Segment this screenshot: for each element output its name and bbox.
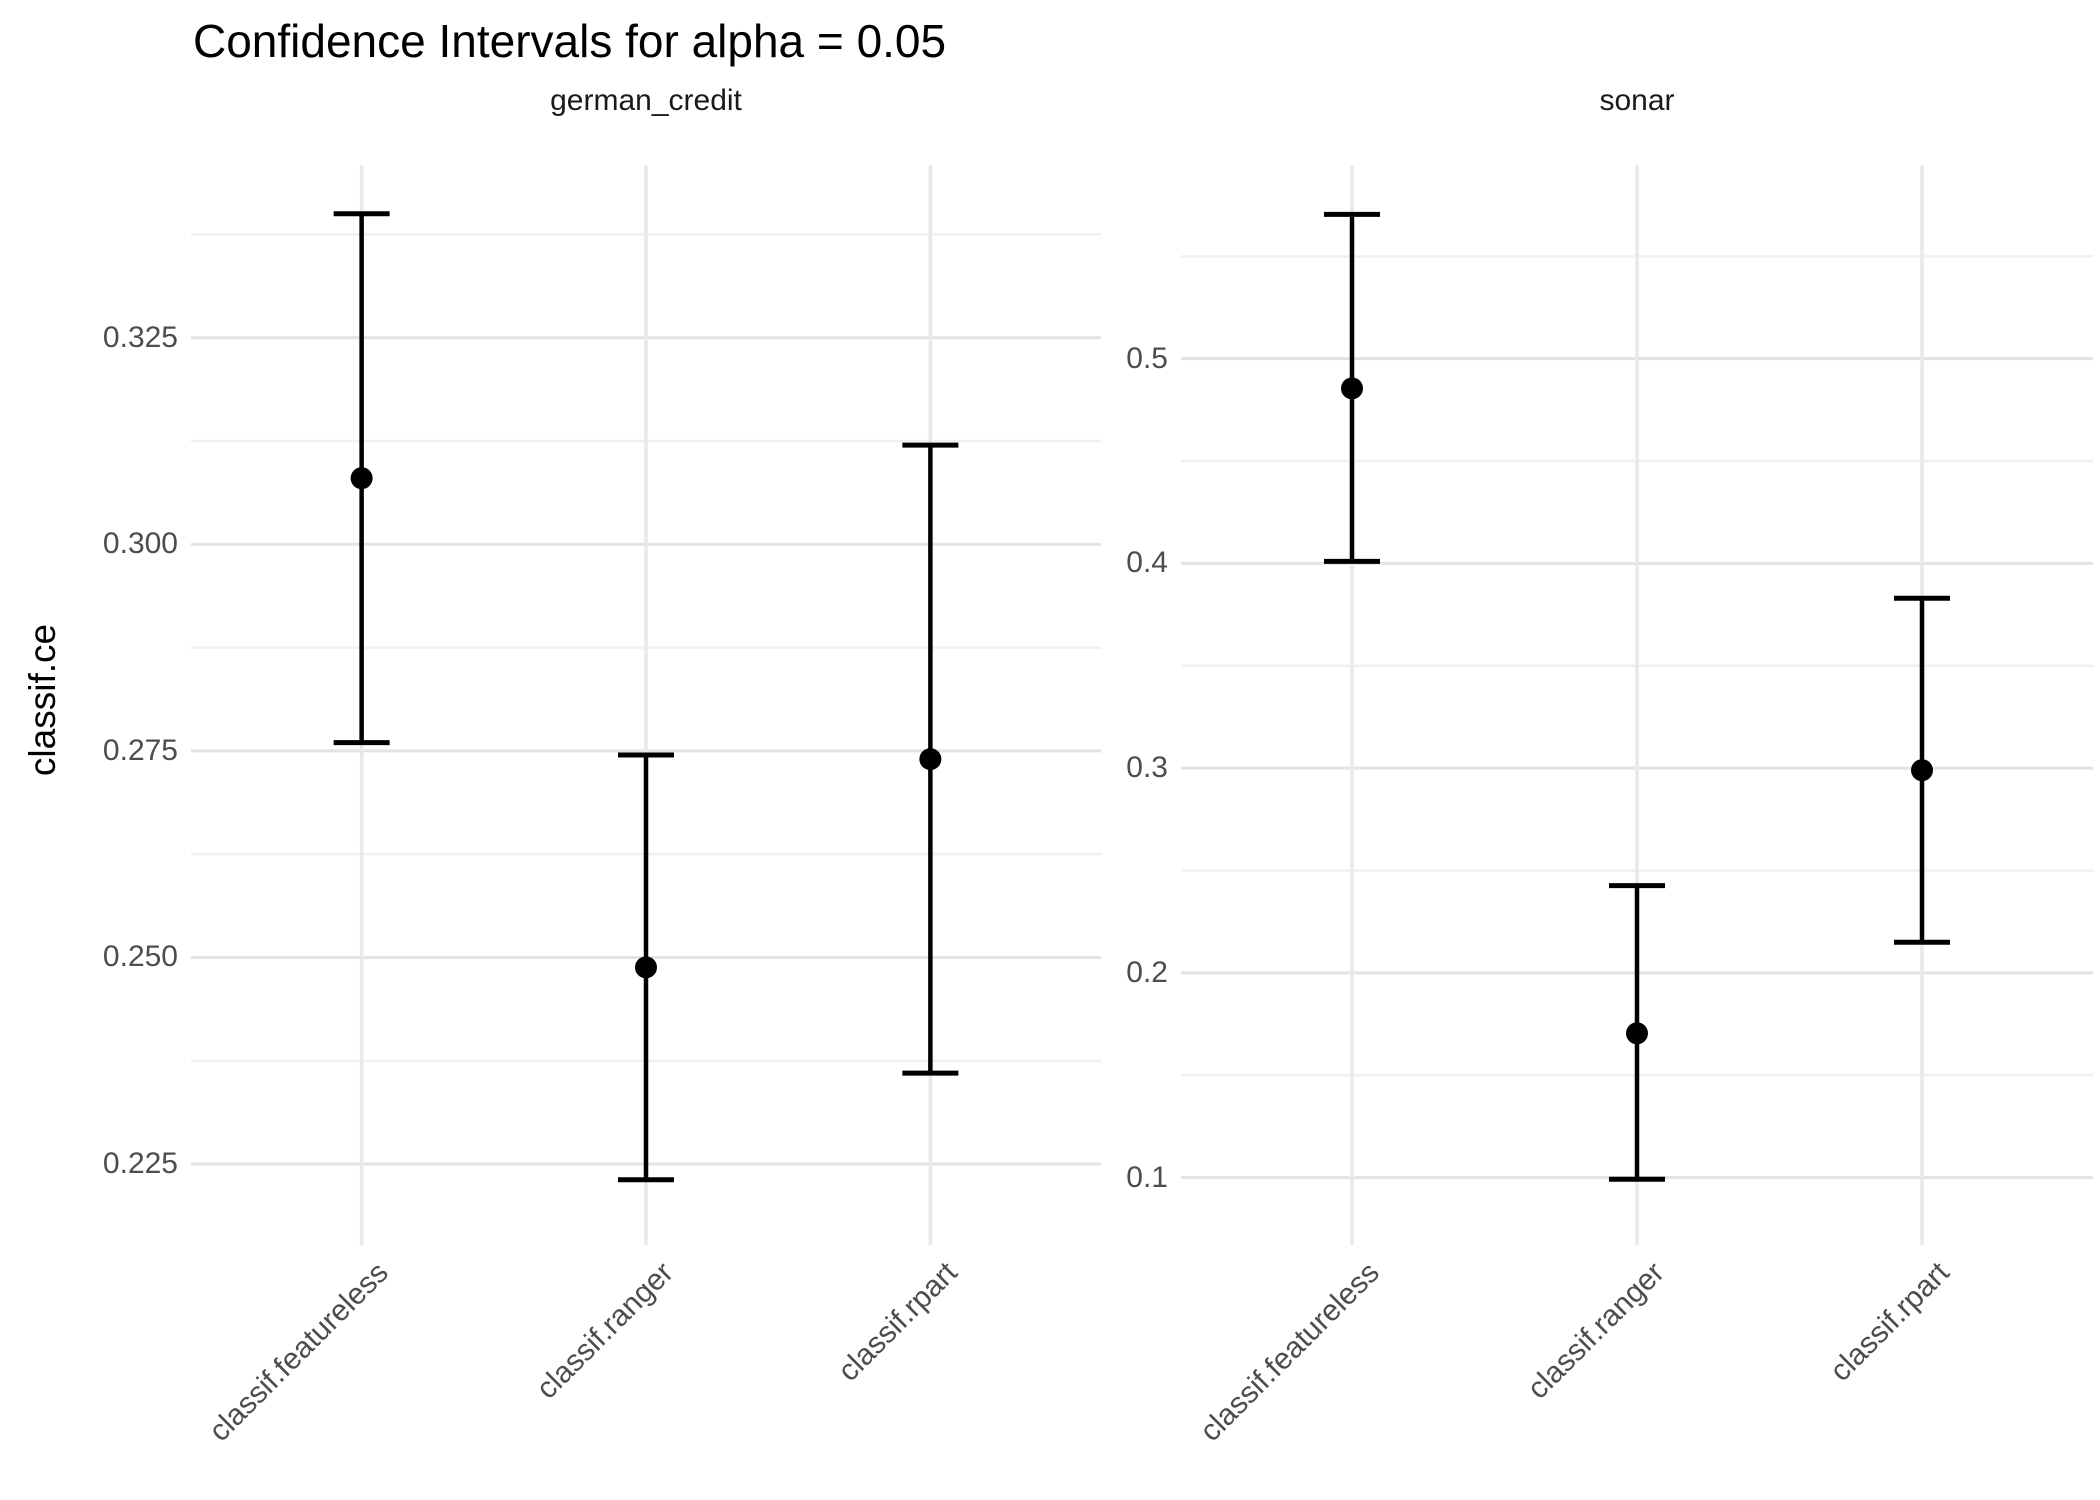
x-tick-label: classif.rpart [831,1256,964,1388]
y-axis-title: classif.ce [22,623,63,777]
y-tick-label: 0.5 [1126,341,1168,375]
x-tick-label: classif.rpart [1823,1256,1956,1388]
y-tick-label: 0.325 [102,320,178,354]
mean-point [350,467,373,490]
y-tick-label: 0.250 [102,940,178,974]
mean-point [1341,377,1363,400]
x-tick-label: classif.ranger [1520,1256,1671,1406]
mean-point [635,956,657,979]
y-tick-label: 0.3 [1126,751,1168,785]
facet-panel [1181,165,2093,1245]
y-tick-label: 0.225 [102,1147,178,1181]
mean-point [1911,759,1933,782]
mean-point [919,748,942,771]
x-tick-label: classif.featureless [1193,1256,1386,1448]
facet-strip-label: german_credit [550,84,742,117]
y-tick-label: 0.300 [102,527,178,561]
y-tick-label: 0.2 [1126,955,1168,989]
plot-title: Confidence Intervals for alpha = 0.05 [193,15,947,67]
x-tick-label: classif.ranger [529,1256,680,1406]
y-tick-label: 0.4 [1126,546,1168,580]
y-tick-label: 0.275 [102,733,178,767]
facet-panel [191,165,1101,1245]
y-tick-label: 0.1 [1126,1160,1168,1194]
x-tick-label: classif.featureless [203,1256,395,1448]
facet-strip-label: sonar [1599,84,1675,117]
mean-point [1626,1022,1648,1045]
